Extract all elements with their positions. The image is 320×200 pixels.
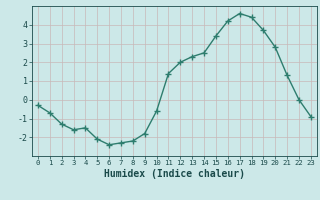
X-axis label: Humidex (Indice chaleur): Humidex (Indice chaleur) <box>104 169 245 179</box>
